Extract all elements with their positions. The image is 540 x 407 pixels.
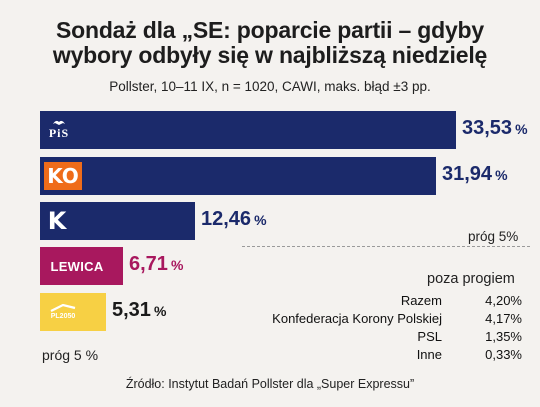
party-value: 1,35% bbox=[485, 329, 522, 344]
party-name: Inne bbox=[416, 347, 442, 362]
below-threshold-row: Inne 0,33% bbox=[260, 347, 522, 365]
threshold-label-right: próg 5% bbox=[468, 229, 519, 244]
logo-text: KO bbox=[47, 164, 79, 188]
party-logo: KO bbox=[44, 162, 82, 190]
value-number: 5,31 bbox=[112, 299, 151, 321]
party-name: PSL bbox=[417, 329, 442, 344]
bar-row: KO 31,94% bbox=[40, 157, 540, 195]
party-logo: K bbox=[46, 207, 68, 235]
title-line-2: wybory odbyły się w najbliższą niedzielę bbox=[52, 42, 488, 68]
value-unit: % bbox=[254, 212, 267, 228]
value-unit: % bbox=[153, 303, 167, 319]
bar-row: PL2050 5,31% bbox=[40, 293, 540, 331]
bar bbox=[40, 111, 456, 149]
swoosh-icon bbox=[50, 304, 76, 312]
chart-title: Sondaż dla „SE: poparcie partii – gdyby … bbox=[0, 18, 540, 68]
bar-value-label: 12,46% bbox=[201, 208, 267, 231]
party-logo: PiS bbox=[46, 118, 72, 142]
below-threshold-row: Razem 4,20% bbox=[260, 293, 522, 311]
party-name: Konfederacja Korony Polskiej bbox=[272, 311, 442, 326]
value-number: 31,94 bbox=[442, 163, 493, 185]
eagle-icon bbox=[53, 120, 65, 125]
logo-text: K bbox=[47, 207, 67, 235]
party-value: 4,17% bbox=[485, 311, 522, 326]
bar bbox=[40, 202, 195, 240]
value-number: 33,53 bbox=[462, 117, 513, 139]
bar-row: K 12,46% bbox=[40, 202, 540, 240]
bar bbox=[40, 293, 106, 331]
party-value: 0,33% bbox=[485, 347, 522, 362]
bar bbox=[40, 247, 123, 285]
bar-value-label: 5,31% bbox=[112, 299, 166, 322]
below-threshold-row: Konfederacja Korony Polskiej 4,17% bbox=[260, 311, 522, 329]
logo-text: PiS bbox=[48, 126, 70, 140]
bar-value-label: 33,53% bbox=[462, 117, 528, 140]
below-threshold-title: poza progiem bbox=[427, 271, 515, 287]
value-number: 6,71 bbox=[129, 253, 168, 275]
bar-row: PiS 33,53% bbox=[40, 111, 540, 149]
logo-text: LEWICA bbox=[50, 258, 104, 274]
threshold-label-left: próg 5 % bbox=[42, 347, 99, 363]
value-unit: % bbox=[495, 167, 508, 183]
threshold-line bbox=[242, 246, 530, 247]
value-unit: % bbox=[170, 257, 184, 273]
value-unit: % bbox=[515, 121, 528, 137]
bar bbox=[40, 157, 436, 195]
party-logo: LEWICA bbox=[46, 254, 108, 278]
title-line-1: Sondaż dla „SE: poparcie partii – gdyby bbox=[55, 17, 484, 43]
bar-value-label: 31,94% bbox=[442, 163, 508, 186]
source-note: Źródło: Instytut Badań Pollster dla „Sup… bbox=[125, 377, 415, 391]
bar-value-label: 6,71% bbox=[129, 253, 183, 276]
party-logo: PL2050 bbox=[46, 300, 80, 324]
party-name: Razem bbox=[400, 293, 442, 308]
below-threshold-row: PSL 1,35% bbox=[260, 329, 522, 347]
bar-row: LEWICA 6,71% bbox=[40, 247, 540, 285]
logo-text: PL2050 bbox=[50, 313, 76, 320]
chart-subtitle: Pollster, 10–11 IX, n = 1020, CAWI, maks… bbox=[109, 79, 431, 94]
party-value: 4,20% bbox=[485, 293, 522, 308]
value-number: 12,46 bbox=[201, 208, 252, 230]
